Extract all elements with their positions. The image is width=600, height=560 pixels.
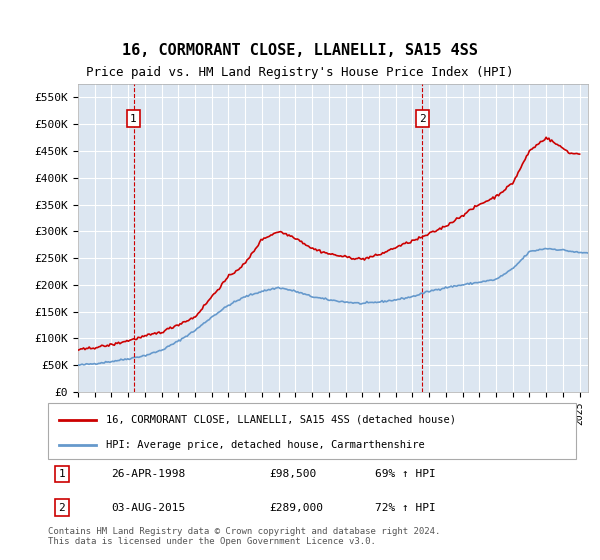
Text: 2: 2	[419, 114, 425, 124]
Text: 72% ↑ HPI: 72% ↑ HPI	[376, 502, 436, 512]
Text: 03-AUG-2015: 03-AUG-2015	[112, 502, 185, 512]
Text: 26-APR-1998: 26-APR-1998	[112, 469, 185, 479]
Text: Price paid vs. HM Land Registry's House Price Index (HPI): Price paid vs. HM Land Registry's House …	[86, 66, 514, 80]
Text: HPI: Average price, detached house, Carmarthenshire: HPI: Average price, detached house, Carm…	[106, 440, 425, 450]
Text: Contains HM Land Registry data © Crown copyright and database right 2024.
This d: Contains HM Land Registry data © Crown c…	[48, 526, 440, 546]
Text: 1: 1	[59, 469, 65, 479]
Text: 1: 1	[130, 114, 137, 124]
Text: 16, CORMORANT CLOSE, LLANELLI, SA15 4SS: 16, CORMORANT CLOSE, LLANELLI, SA15 4SS	[122, 43, 478, 58]
Text: 69% ↑ HPI: 69% ↑ HPI	[376, 469, 436, 479]
Text: 2: 2	[59, 502, 65, 512]
FancyBboxPatch shape	[48, 403, 576, 459]
Text: £289,000: £289,000	[270, 502, 324, 512]
Text: £98,500: £98,500	[270, 469, 317, 479]
Text: 16, CORMORANT CLOSE, LLANELLI, SA15 4SS (detached house): 16, CORMORANT CLOSE, LLANELLI, SA15 4SS …	[106, 415, 456, 425]
